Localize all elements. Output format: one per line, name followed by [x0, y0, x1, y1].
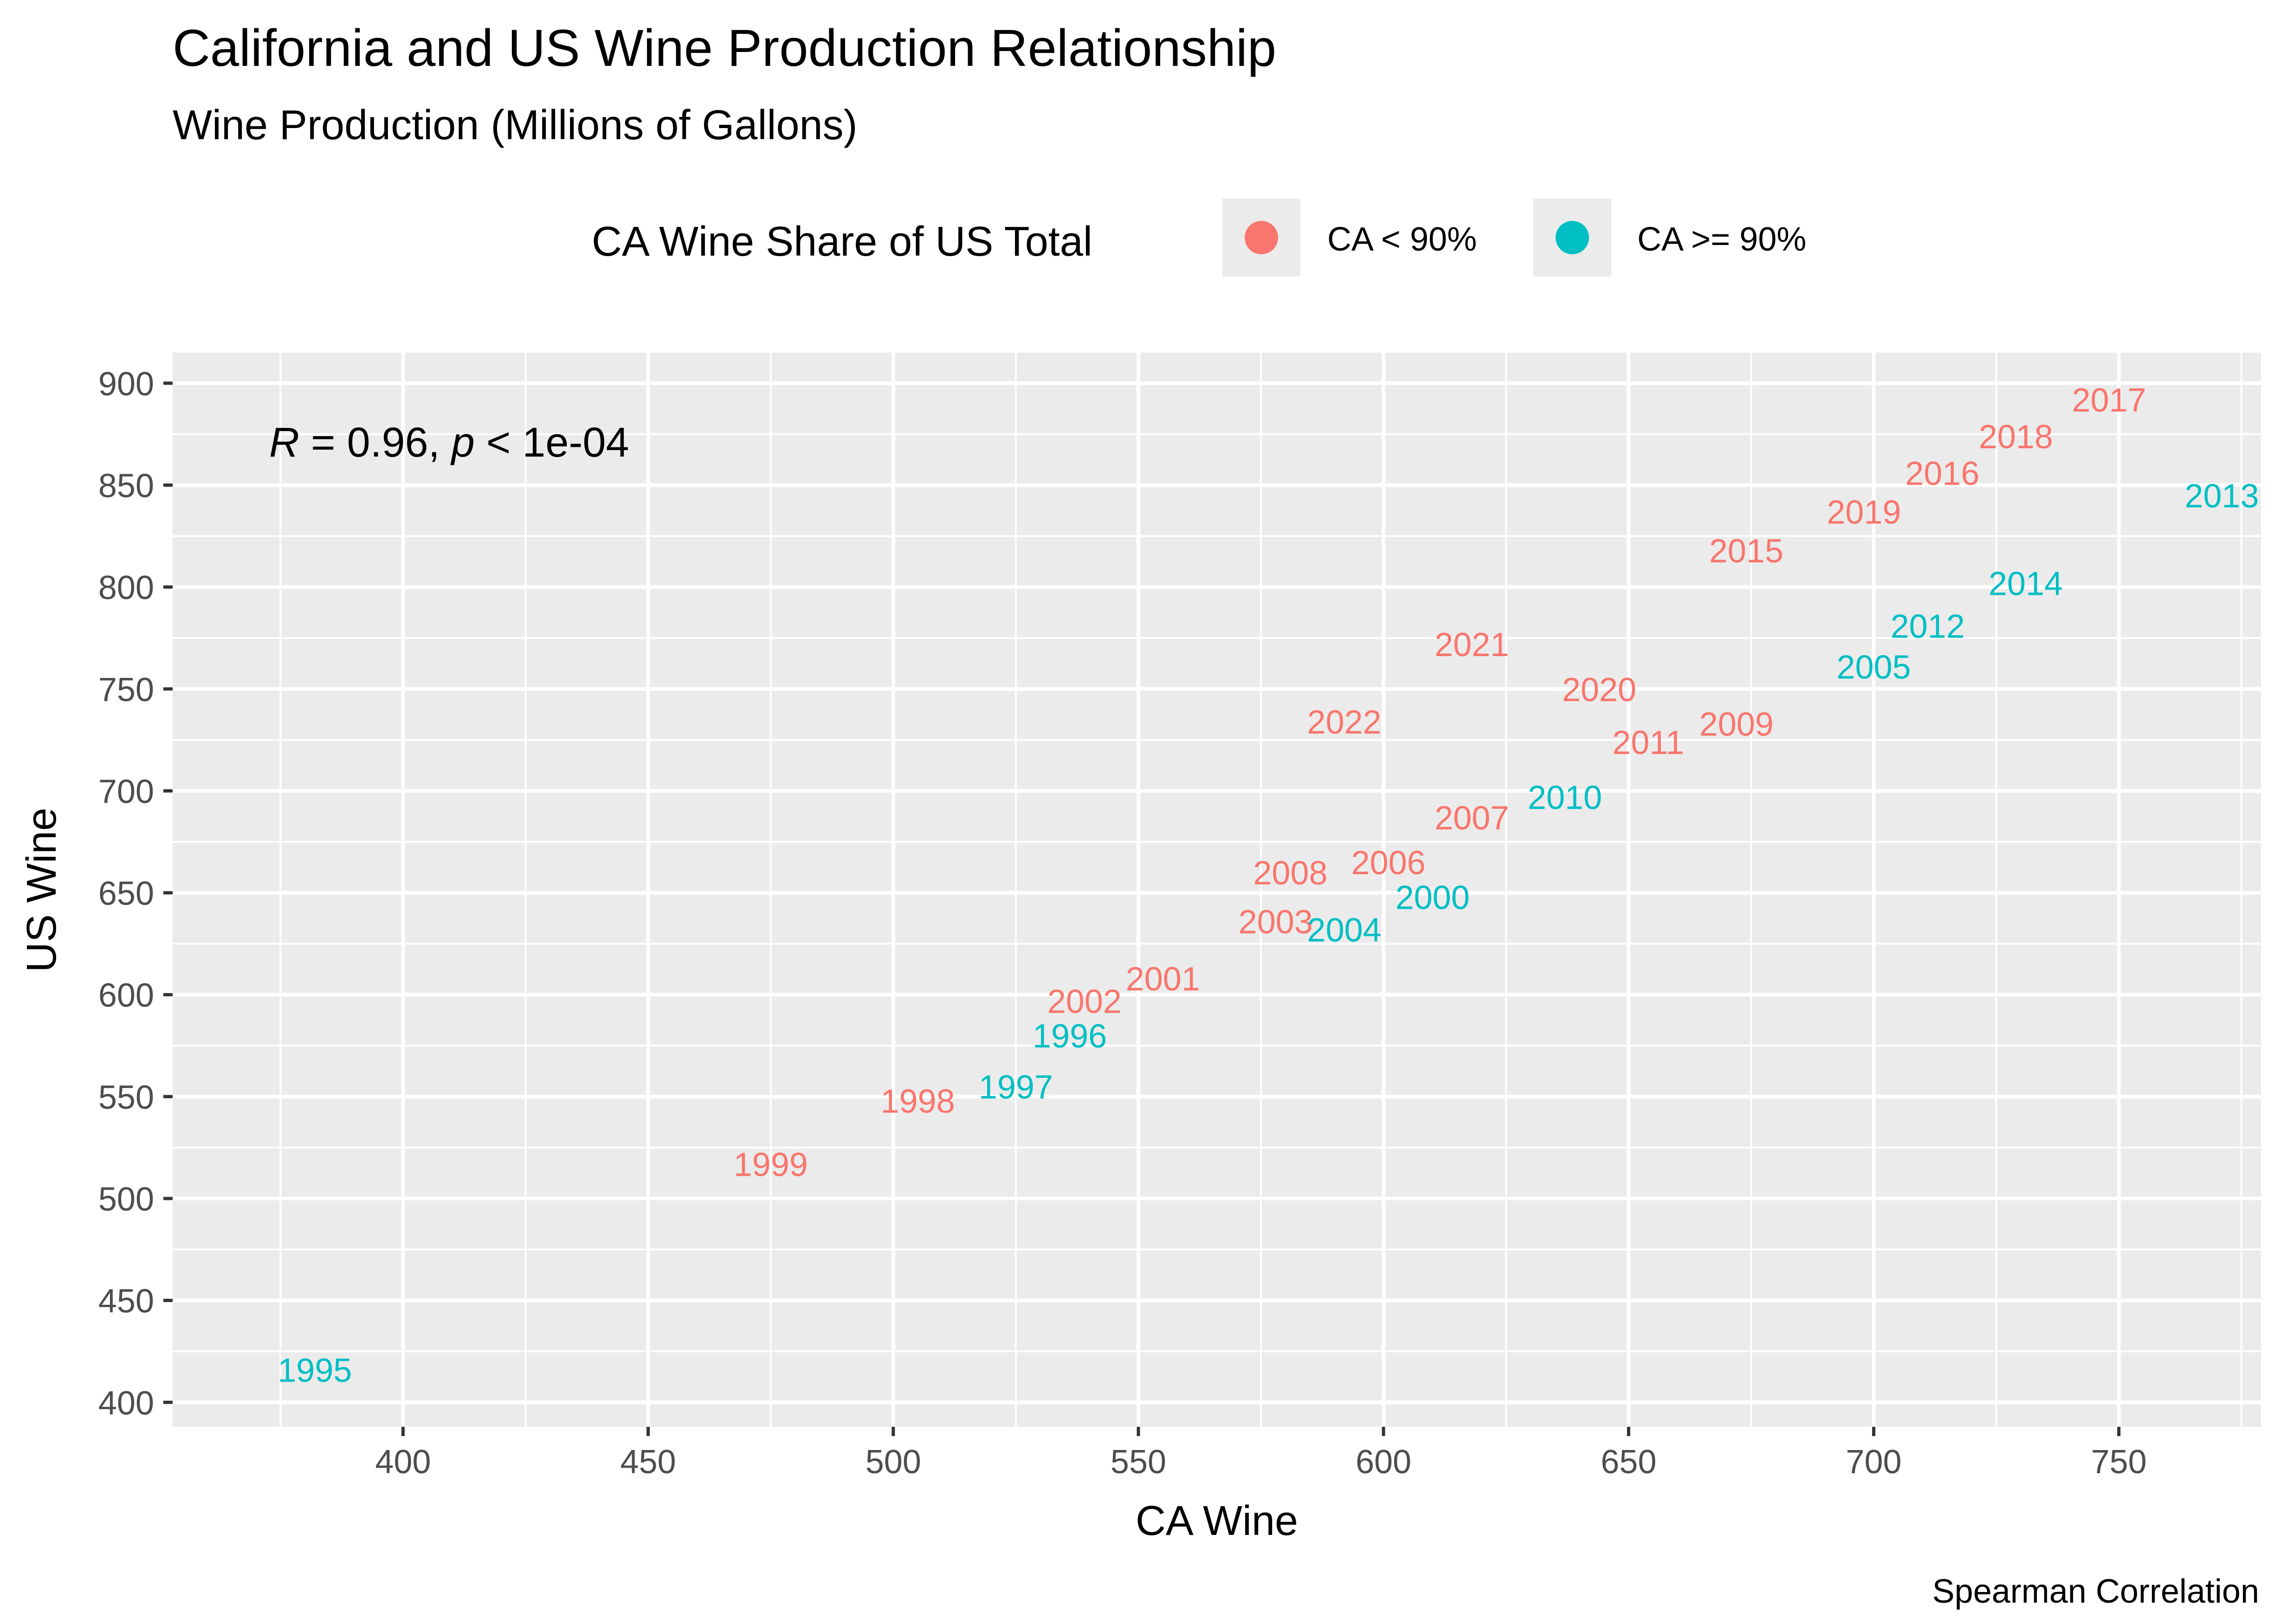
point-label-2018: 2018	[1979, 419, 2053, 456]
x-axis: 400 450 500 550 600 650 700 750	[375, 1427, 2147, 1481]
point-label-1999: 1999	[734, 1146, 808, 1183]
y-tick-label: 550	[98, 1079, 154, 1116]
legend-label-ca-ge-90: CA >= 90%	[1637, 221, 1806, 258]
point-label-2007: 2007	[1434, 800, 1509, 837]
legend-title: CA Wine Share of US Total	[592, 219, 1092, 265]
x-tick-label: 500	[866, 1444, 921, 1481]
point-label-2006: 2006	[1351, 844, 1426, 882]
point-label-2009: 2009	[1699, 706, 1774, 743]
y-tick-label: 600	[98, 977, 154, 1014]
point-label-2021: 2021	[1434, 626, 1509, 664]
r-value: = 0.96,	[299, 419, 452, 466]
point-label-2008: 2008	[1253, 855, 1327, 892]
point-label-2019: 2019	[1827, 494, 1901, 531]
point-label-2015: 2015	[1709, 533, 1783, 570]
point-label-1997: 1997	[979, 1069, 1053, 1106]
legend-label-ca-lt-90: CA < 90%	[1327, 221, 1477, 258]
point-label-2005: 2005	[1836, 649, 1911, 686]
y-axis: 400 450 500 550 600 650 700 750 800 850 900	[98, 366, 173, 1422]
point-label-2013: 2013	[2184, 477, 2259, 515]
point-label-2000: 2000	[1395, 879, 1470, 916]
x-tick-label: 450	[620, 1444, 676, 1481]
p-symbol: p	[450, 419, 475, 466]
legend-dot-ca-lt-90	[1245, 221, 1278, 254]
x-tick-label: 650	[1601, 1444, 1656, 1481]
grid-minor	[173, 353, 2261, 1427]
y-tick-label: 650	[98, 875, 154, 912]
y-tick-label: 750	[98, 671, 154, 709]
y-tick-label: 400	[98, 1385, 154, 1422]
x-tick-label: 550	[1111, 1444, 1166, 1481]
point-label-2002: 2002	[1047, 983, 1122, 1020]
grid-major	[173, 353, 2261, 1427]
y-tick-label: 850	[98, 468, 154, 505]
point-label-2011: 2011	[1612, 724, 1684, 761]
point-label-2020: 2020	[1562, 671, 1636, 709]
legend-dot-ca-ge-90	[1556, 221, 1589, 254]
chart-title: California and US Wine Production Relati…	[173, 19, 1276, 77]
x-tick-label: 400	[375, 1444, 431, 1481]
x-tick-label: 600	[1356, 1444, 1411, 1481]
point-label-2004: 2004	[1307, 912, 1382, 949]
point-label-2022: 2022	[1307, 704, 1382, 741]
point-label-2017: 2017	[2072, 382, 2146, 419]
point-label-2012: 2012	[1891, 608, 1965, 645]
correlation-annotation: R = 0.96, p < 1e-04	[269, 419, 629, 466]
plot-panel	[173, 353, 2261, 1427]
p-value: < 1e-04	[475, 419, 629, 466]
y-tick-label: 800	[98, 569, 154, 606]
chart-subtitle: Wine Production (Millions of Gallons)	[173, 102, 858, 148]
r-symbol: R	[269, 419, 299, 466]
y-tick-label: 450	[98, 1283, 154, 1320]
point-label-2010: 2010	[1528, 780, 1602, 817]
y-axis-title: US Wine	[19, 807, 65, 972]
point-label-2016: 2016	[1905, 455, 1979, 492]
x-tick-label: 750	[2091, 1444, 2147, 1481]
y-tick-label: 700	[98, 773, 154, 810]
y-tick-label: 500	[98, 1181, 154, 1218]
point-label-1996: 1996	[1033, 1018, 1107, 1055]
point-label-1995: 1995	[278, 1352, 352, 1389]
x-axis-title: CA Wine	[1136, 1498, 1298, 1544]
y-tick-label: 900	[98, 366, 154, 403]
legend: CA Wine Share of US Total CA < 90% CA >=…	[592, 199, 1806, 277]
point-label-2003: 2003	[1239, 904, 1313, 941]
x-tick-label: 700	[1846, 1444, 1901, 1481]
point-label-1998: 1998	[881, 1083, 955, 1120]
point-label-2014: 2014	[1989, 565, 2063, 602]
chart-caption: Spearman Correlation	[1932, 1573, 2259, 1610]
point-label-2001: 2001	[1126, 961, 1200, 998]
